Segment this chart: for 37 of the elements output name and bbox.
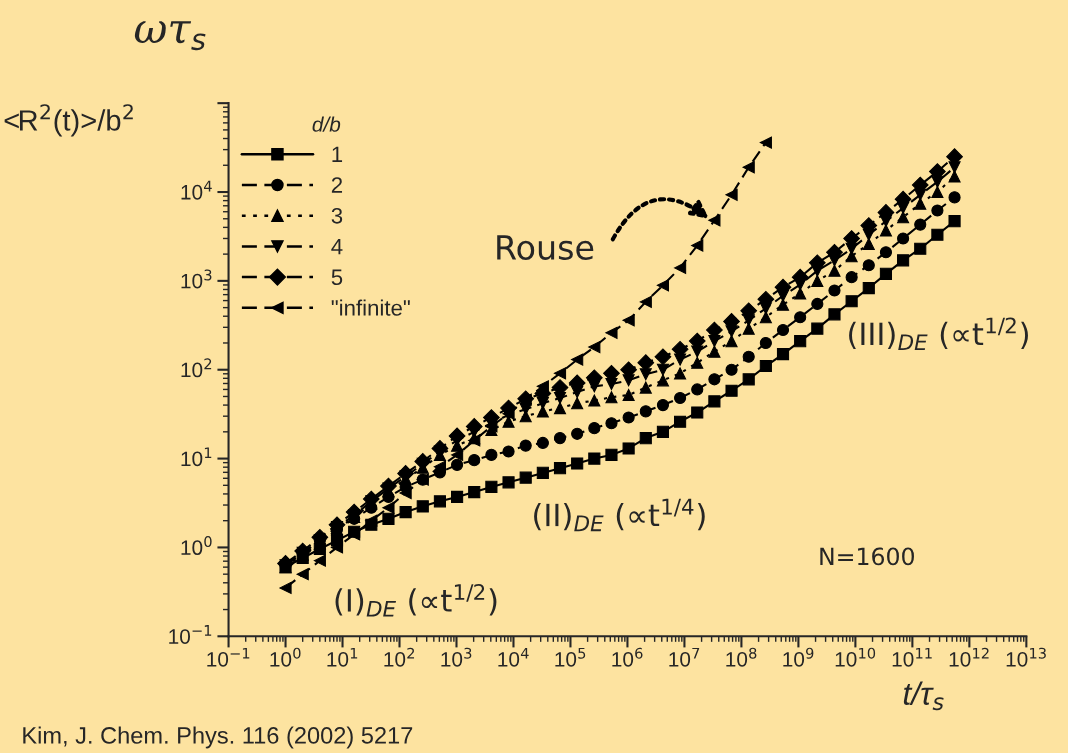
legend-label: 5 [331, 269, 343, 286]
y-tick-label: 10$^{3}$ [181, 269, 212, 289]
x-tick-label: 10$^{9}$ [783, 647, 814, 667]
annotation: Rouse [497, 235, 594, 260]
annotation: (III)$_{DE}$ (∝t$^{1/2}$) [849, 317, 1028, 350]
y-tick-label: 10$^{−1}$ [169, 625, 212, 644]
x-tick-label: 10$^{13}$ [1006, 647, 1046, 667]
x-tick-label: 10$^{6}$ [612, 647, 643, 667]
x-tick-label: 10$^{8}$ [726, 647, 757, 667]
annotation: (I)$_{DE}$ (∝t$^{1/2}$) [335, 583, 497, 617]
legend-title: d/b [312, 116, 341, 132]
x-tick-label: 10$^{1}$ [327, 647, 358, 667]
x-tick-label: 10$^{12}$ [949, 647, 989, 667]
text: Kim, J. Chem. Phys. 116 (2002) 5217 [23, 726, 413, 749]
legend-label: 3 [331, 207, 343, 224]
y-tick-label: 10$^{2}$ [181, 358, 212, 378]
y-tick-label: 10$^{1}$ [181, 447, 212, 467]
x-axis-title: t/τ$_{s}$ [903, 681, 944, 711]
x-tick-label: 10$^{10}$ [835, 647, 876, 667]
y-tick-label: 10$^{4}$ [181, 180, 212, 200]
x-tick-label: 10$^{5}$ [555, 647, 586, 667]
annotation: (II)$_{DE}$ (∝t$^{1/4}$) [534, 498, 705, 532]
legend-label: 2 [331, 177, 343, 193]
x-tick-label: 10$^{11}$ [892, 647, 932, 667]
legend-label: "infinite" [331, 299, 410, 316]
x-tick-label: 10$^{3}$ [441, 647, 472, 667]
x-tick-label: 10$^{0}$ [270, 647, 301, 667]
annotation: N=1600 [820, 547, 914, 566]
chart-title: ωτ$_{s}$ [134, 21, 206, 51]
x-tick-label: 10$^{4}$ [498, 647, 529, 667]
legend-label: 4 [331, 238, 343, 255]
x-tick-label: 10$^{7}$ [669, 647, 700, 667]
y-axis-title: <R$^{2}$(t)>/b$^{2}$ [4, 104, 133, 137]
y-tick-label: 10$^{0}$ [181, 536, 212, 556]
x-tick-label: 10$^{−1}$ [207, 647, 250, 667]
legend-label: 1 [332, 146, 343, 163]
x-tick-label: 10$^{2}$ [384, 647, 415, 667]
